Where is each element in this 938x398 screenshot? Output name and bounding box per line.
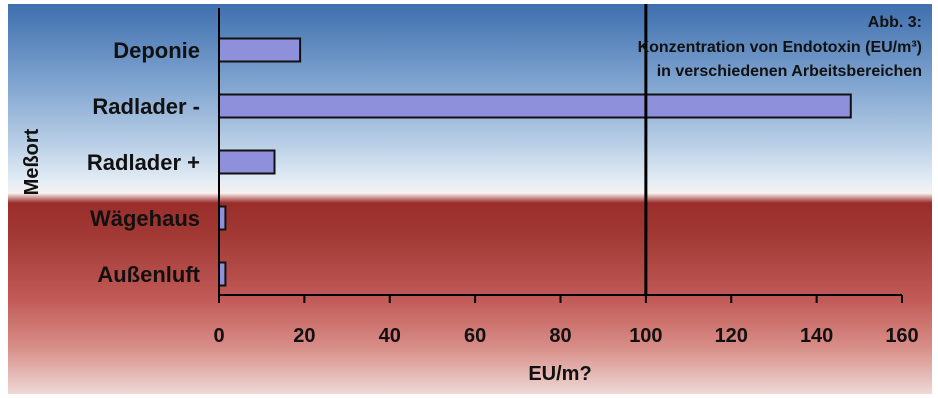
category-label: Deponie [113, 38, 200, 63]
figure-caption-line-1: Konzentration von Endotoxin (EU/m³) [638, 39, 922, 56]
category-label: Außenluft [97, 262, 200, 287]
bar-2 [218, 93, 852, 119]
x-axis-title: EU/m? [528, 363, 591, 385]
figure-caption-line-2: in verschiedenen Arbeitsbereichen [657, 63, 922, 80]
x-ticks-layer: 0 20 40 60 80 100 120 140 160 [213, 295, 919, 347]
chart-background: 0 20 40 60 80 100 120 140 160 Deponie Radlader - R… [8, 4, 932, 394]
y-axis-title: Meßort [21, 128, 43, 195]
x-tick-label: 100 [629, 325, 662, 347]
category-label: Radlader + [87, 150, 200, 175]
x-tick-label: 60 [464, 325, 486, 347]
endotoxin-bar-chart: 0 20 40 60 80 100 120 140 160 Deponie Radlader - R… [21, 4, 922, 385]
category-label: Radlader - [92, 94, 200, 119]
category-labels-layer: Deponie Radlader - Radlader + Wägehaus Außen… [87, 38, 201, 287]
category-label: Wägehaus [90, 206, 200, 231]
x-tick-label: 160 [885, 325, 918, 347]
bar-3 [218, 149, 276, 175]
figure-number: Abb. 3: [868, 14, 922, 31]
x-tick-label: 120 [715, 325, 748, 347]
x-tick-label: 140 [800, 325, 833, 347]
x-tick-label: 40 [379, 325, 401, 347]
x-tick-label: 20 [293, 325, 315, 347]
x-tick-label: 80 [549, 325, 571, 347]
x-tick-label: 0 [213, 325, 224, 347]
bar-1 [218, 37, 302, 63]
